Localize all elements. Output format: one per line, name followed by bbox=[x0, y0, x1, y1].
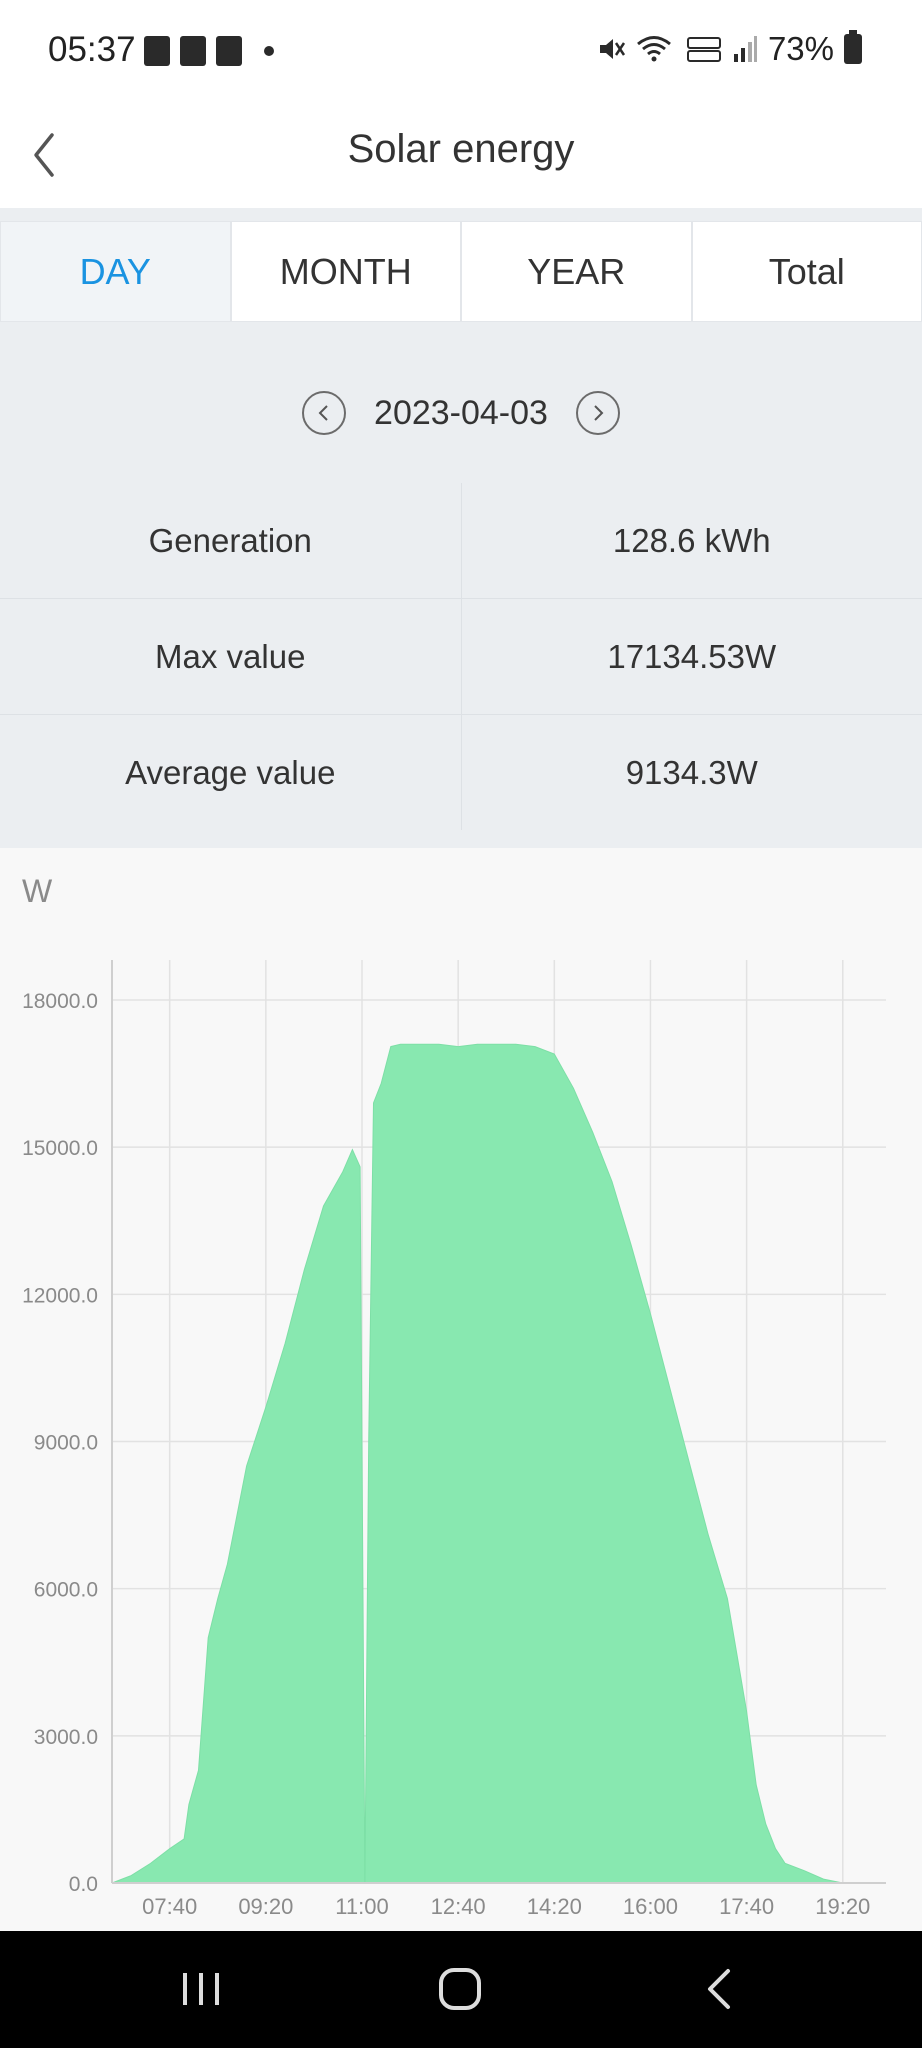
x-tick-label: 16:00 bbox=[623, 1894, 678, 1919]
y-tick-label: 3000.0 bbox=[34, 1726, 98, 1749]
generation-area-series bbox=[111, 1043, 862, 1884]
status-bar: 05:37 73% bbox=[0, 0, 922, 105]
home-button[interactable] bbox=[430, 1961, 490, 2017]
sd-card-icon bbox=[216, 36, 242, 66]
tab-year[interactable]: YEAR bbox=[461, 221, 692, 322]
back-button[interactable] bbox=[24, 119, 68, 179]
status-time: 05:37 bbox=[48, 30, 136, 69]
stat-value: 17134.53W bbox=[607, 637, 777, 675]
mute-icon bbox=[599, 39, 625, 59]
stat-value: 9134.3W bbox=[625, 753, 758, 791]
more-notifications-icon bbox=[264, 46, 274, 56]
x-tick-label: 07:40 bbox=[142, 1894, 197, 1919]
back-arrow-icon bbox=[708, 1969, 730, 2009]
battery-percent: 73% bbox=[767, 30, 834, 67]
current-date[interactable]: 2023-04-03 bbox=[374, 393, 548, 432]
alarm-notification-icon bbox=[144, 36, 170, 66]
y-tick-label: 12000.0 bbox=[22, 1284, 98, 1307]
x-tick-label: 11:00 bbox=[335, 1894, 388, 1919]
summary-panel: DAY MONTH YEAR Total 2023-04-03 Generati… bbox=[0, 208, 922, 848]
y-tick-label: 6000.0 bbox=[34, 1579, 98, 1602]
system-nav-bar bbox=[0, 1931, 922, 2048]
volte-icon bbox=[686, 37, 721, 62]
y-tick-label: 0.0 bbox=[69, 1873, 98, 1896]
wifi-icon bbox=[636, 36, 671, 62]
next-date-button[interactable] bbox=[575, 391, 620, 435]
battery-icon bbox=[844, 30, 862, 64]
y-tick-label: 15000.0 bbox=[22, 1137, 98, 1160]
home-icon bbox=[439, 1968, 481, 2010]
tab-day[interactable]: DAY bbox=[0, 221, 231, 322]
previous-date-button[interactable] bbox=[302, 391, 347, 435]
power-chart[interactable]: W 0.0 3000.0 6000.0 9000.0 12000.0 15000.0 1800… bbox=[0, 848, 922, 1931]
x-tick-label: 09:20 bbox=[238, 1894, 293, 1919]
stat-label: Max value bbox=[0, 599, 462, 714]
x-tick-label: 12:40 bbox=[431, 1894, 486, 1919]
stat-label: Average value bbox=[0, 715, 462, 830]
stat-row-generation: Generation 128.6 kWh bbox=[0, 483, 922, 599]
status-notification-icons bbox=[144, 36, 274, 66]
page-title: Solar energy bbox=[347, 127, 575, 171]
sd-card-icon bbox=[180, 36, 206, 66]
date-navigator: 2023-04-03 bbox=[0, 373, 922, 453]
stat-row-max-value: Max value 17134.53W bbox=[0, 599, 922, 715]
x-tick-label: 17:40 bbox=[719, 1894, 774, 1919]
recent-apps-icon bbox=[183, 1973, 219, 2005]
stats-table: Generation 128.6 kWh Max value 17134.53W… bbox=[0, 483, 922, 830]
y-tick-label: 18000.0 bbox=[22, 990, 98, 1013]
y-tick-label: 9000.0 bbox=[34, 1432, 98, 1455]
tab-total[interactable]: Total bbox=[691, 221, 922, 322]
x-tick-label: 19:20 bbox=[815, 1894, 870, 1919]
stat-label: Generation bbox=[0, 483, 462, 598]
stat-value: 128.6 kWh bbox=[612, 521, 771, 559]
chevron-right-icon bbox=[594, 405, 604, 421]
chevron-left-icon bbox=[318, 405, 328, 421]
system-back-button[interactable] bbox=[690, 1961, 750, 2017]
recent-apps-button[interactable] bbox=[171, 1961, 231, 2017]
period-tabs: DAY MONTH YEAR Total bbox=[0, 221, 922, 322]
app-header: Solar energy bbox=[0, 105, 922, 208]
x-tick-label: 14:20 bbox=[527, 1894, 582, 1919]
tab-month[interactable]: MONTH bbox=[230, 221, 461, 322]
y-axis-unit-label: W bbox=[22, 873, 53, 909]
status-system-icons: 73% bbox=[596, 30, 862, 68]
signal-icon bbox=[733, 36, 757, 62]
chevron-left-icon bbox=[34, 133, 54, 177]
power-chart-svg: W 0.0 3000.0 6000.0 9000.0 12000.0 15000.0 1800… bbox=[22, 873, 886, 1919]
stat-row-average-value: Average value 9134.3W bbox=[0, 715, 922, 830]
